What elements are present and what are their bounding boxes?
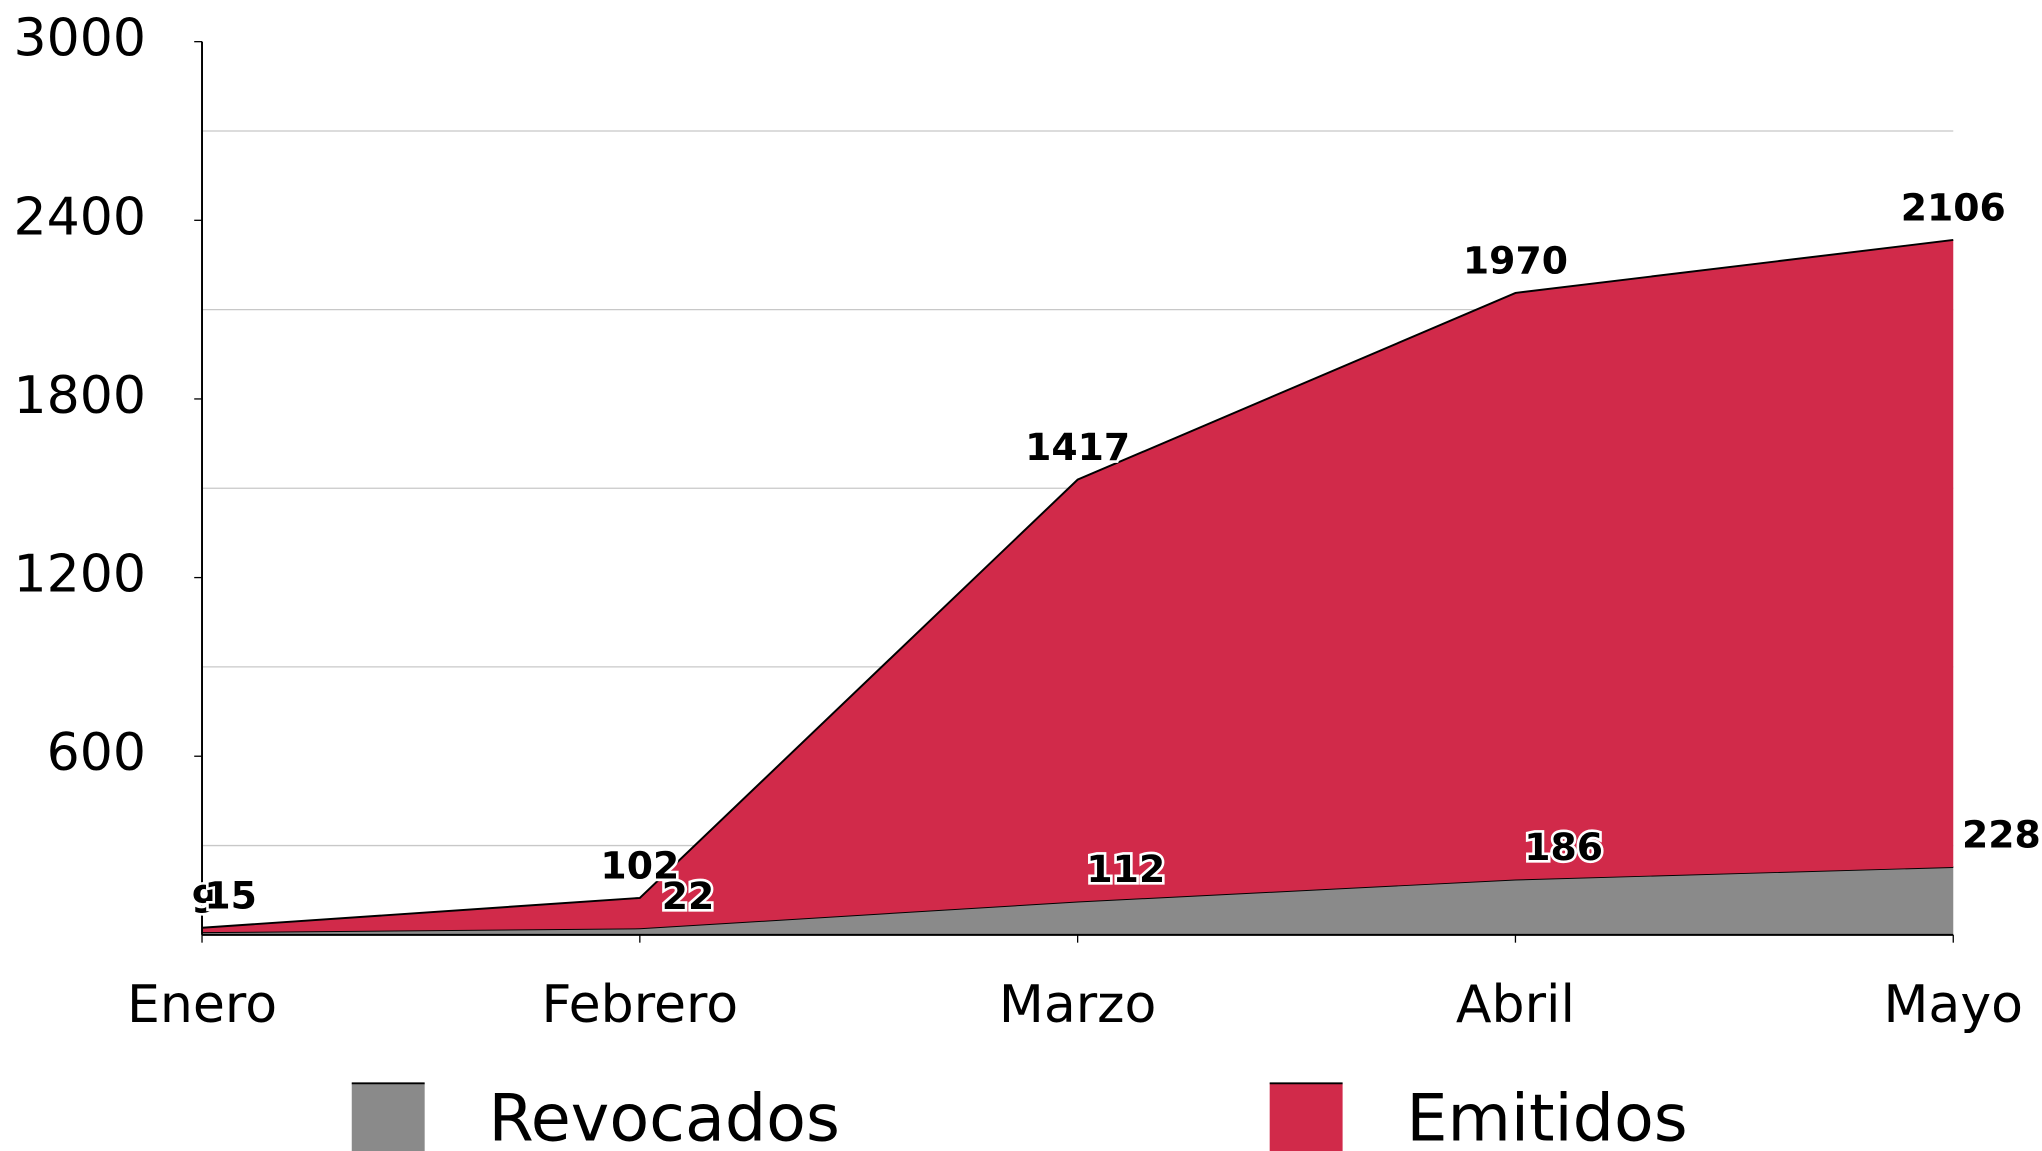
data-label: 15 — [204, 873, 257, 917]
x-tick-label: Febrero — [542, 975, 739, 1035]
legend-swatch — [351, 1083, 425, 1151]
data-label: 112 — [1086, 847, 1165, 891]
data-label: 22 — [662, 874, 715, 918]
data-label: 2106 — [1901, 186, 2006, 230]
legend-swatch — [1269, 1083, 1343, 1151]
legend-label: Revocados — [488, 1081, 839, 1151]
x-tick-label: Marzo — [999, 975, 1156, 1035]
area — [202, 239, 1954, 933]
y-tick-label: 2400 — [13, 187, 146, 247]
x-tick-label: Enero — [127, 975, 277, 1035]
data-label: 1970 — [1463, 239, 1568, 283]
data-label: 1417 — [1025, 425, 1130, 469]
data-label: 102 — [600, 843, 679, 887]
data-label: 9 — [191, 878, 217, 922]
area — [202, 866, 1954, 935]
data-label: 186 — [1524, 825, 1603, 869]
y-tick-label: 600 — [47, 723, 146, 783]
y-tick-label: 1200 — [13, 545, 146, 605]
x-tick-label: Mayo — [1883, 975, 2023, 1035]
legend-label: Emitidos — [1406, 1081, 1687, 1151]
x-tick-label: Abril — [1456, 975, 1575, 1035]
y-tick-label: 3000 — [13, 9, 146, 69]
area-edge — [201, 238, 1954, 929]
y-tick-label: 1800 — [13, 366, 146, 426]
data-label: 228 — [1962, 813, 2041, 857]
